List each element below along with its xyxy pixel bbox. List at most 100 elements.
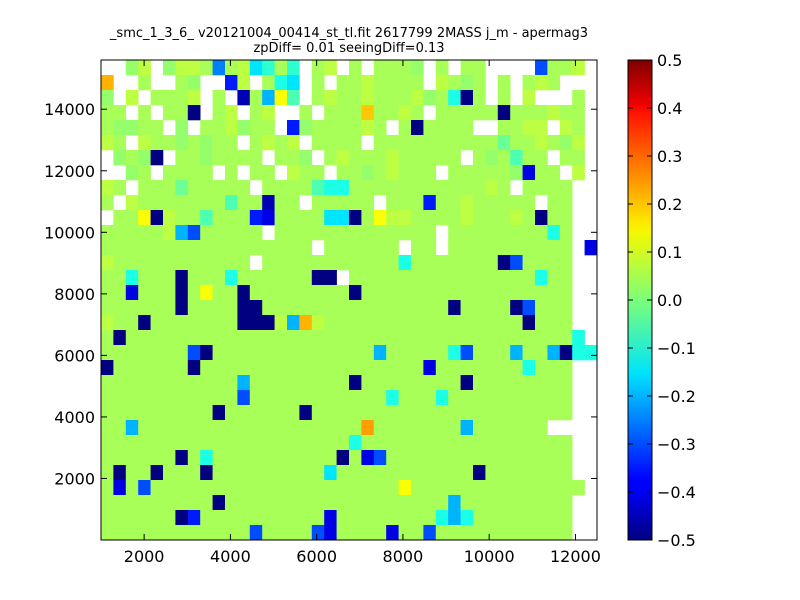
- heatmap-cell: [262, 360, 275, 376]
- heatmap-cell: [522, 435, 536, 451]
- heatmap-cell: [299, 360, 313, 376]
- heatmap-cell: [336, 285, 350, 301]
- heatmap-cell: [101, 510, 114, 526]
- heatmap-cell: [311, 180, 325, 196]
- heatmap-cell: [448, 195, 461, 211]
- heatmap-cell: [373, 390, 387, 406]
- heatmap-cell: [225, 405, 238, 421]
- heatmap-cell: [187, 360, 201, 376]
- colorbar-tick-label: 0.4: [657, 99, 682, 118]
- heatmap-cell: [150, 150, 164, 166]
- heatmap-cell: [411, 465, 424, 481]
- heatmap-cell: [163, 165, 176, 181]
- heatmap-cell: [497, 510, 511, 526]
- heatmap-cell: [200, 315, 213, 331]
- heatmap-cell: [262, 90, 275, 106]
- heatmap-cell: [559, 135, 573, 151]
- heatmap-cell: [274, 180, 288, 196]
- heatmap-cell: [299, 240, 313, 256]
- heatmap-cell: [497, 525, 511, 541]
- heatmap-cell: [435, 510, 449, 526]
- heatmap-cell: [225, 480, 238, 496]
- heatmap-cell: [287, 120, 300, 136]
- heatmap-cell: [535, 405, 548, 421]
- heatmap-cell: [324, 315, 337, 331]
- heatmap-cell: [225, 270, 238, 286]
- heatmap-cell: [138, 240, 151, 256]
- heatmap-cell: [535, 375, 548, 391]
- heatmap-cell: [423, 180, 437, 196]
- heatmap-cell: [200, 120, 213, 136]
- colorbar-tick-label: −0.5: [657, 531, 696, 550]
- heatmap-cell: [101, 90, 114, 106]
- heatmap-cell: [423, 240, 437, 256]
- heatmap-cell: [572, 165, 585, 181]
- heatmap-cell: [150, 240, 164, 256]
- heatmap-cell: [547, 195, 561, 211]
- heatmap-cell: [299, 165, 313, 181]
- heatmap-cell: [101, 195, 114, 211]
- heatmap-cell: [311, 195, 325, 211]
- heatmap-cell: [411, 225, 424, 241]
- heatmap-cell: [175, 60, 189, 76]
- heatmap-cell: [435, 270, 449, 286]
- heatmap-cell: [522, 75, 536, 91]
- heatmap-cell: [522, 300, 536, 316]
- heatmap-cell: [559, 285, 573, 301]
- heatmap-cell: [460, 465, 474, 481]
- heatmap-cell: [386, 60, 399, 76]
- heatmap-cell: [274, 405, 288, 421]
- heatmap-cell: [522, 180, 536, 196]
- heatmap-cell: [460, 195, 474, 211]
- heatmap-cell: [212, 495, 226, 511]
- heatmap-cell: [349, 510, 362, 526]
- heatmap-cell: [386, 75, 399, 91]
- heatmap-cell: [299, 525, 313, 541]
- heatmap-cell: [138, 480, 151, 496]
- heatmap-cell: [435, 495, 449, 511]
- heatmap-cell: [225, 165, 238, 181]
- heatmap-cell: [336, 420, 350, 436]
- heatmap-cell: [373, 135, 387, 151]
- heatmap-cell: [299, 405, 313, 421]
- heatmap-cell: [212, 225, 226, 241]
- heatmap-cell: [163, 180, 176, 196]
- heatmap-cell: [187, 480, 201, 496]
- heatmap-cell: [287, 330, 300, 346]
- heatmap-cell: [435, 285, 449, 301]
- heatmap-cell: [212, 300, 226, 316]
- heatmap-cell: [522, 510, 536, 526]
- colorbar-tick-label: −0.3: [657, 435, 696, 454]
- heatmap-cell: [187, 180, 201, 196]
- heatmap-cell: [249, 450, 263, 466]
- colorbar-tick-label: 0.3: [657, 147, 682, 166]
- heatmap-cell: [510, 135, 523, 151]
- heatmap-cell: [398, 450, 412, 466]
- heatmap-cell: [138, 420, 151, 436]
- heatmap-cell: [125, 525, 139, 541]
- heatmap-cell: [324, 450, 337, 466]
- heatmap-cell: [460, 405, 474, 421]
- heatmap-cell: [497, 120, 511, 136]
- heatmap-cell: [138, 195, 151, 211]
- heatmap-cell: [274, 345, 288, 361]
- heatmap-cell: [187, 270, 201, 286]
- heatmap-cell: [559, 60, 573, 76]
- heatmap-cell: [200, 270, 213, 286]
- heatmap-cell: [113, 465, 127, 481]
- heatmap-cell: [535, 255, 548, 271]
- heatmap-cell: [423, 255, 437, 271]
- heatmap-cell: [361, 360, 375, 376]
- heatmap-cell: [559, 510, 573, 526]
- heatmap-cell: [101, 300, 114, 316]
- heatmap-cell: [460, 105, 474, 121]
- heatmap-cell: [274, 285, 288, 301]
- heatmap-cell: [311, 495, 325, 511]
- heatmap-cell: [460, 525, 474, 541]
- heatmap-cell: [175, 510, 189, 526]
- heatmap-cell: [287, 435, 300, 451]
- heatmap-cell: [101, 285, 114, 301]
- heatmap-cell: [163, 435, 176, 451]
- heatmap-cell: [510, 195, 523, 211]
- heatmap-cell: [237, 285, 251, 301]
